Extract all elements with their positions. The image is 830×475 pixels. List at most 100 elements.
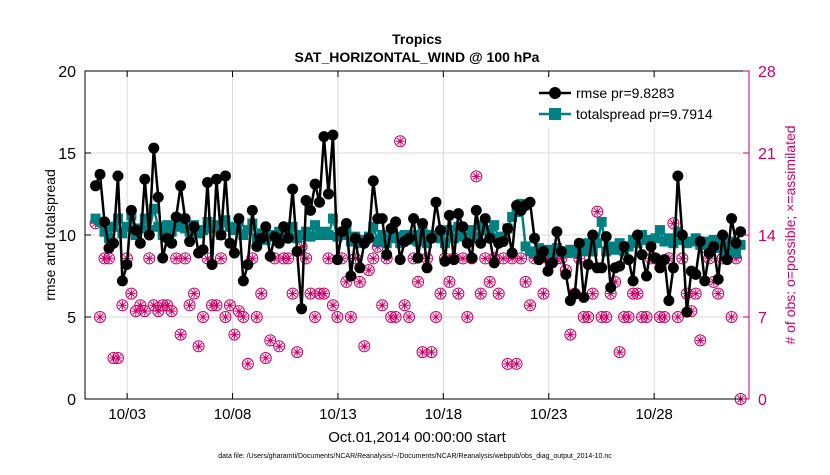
totalspread-point (592, 238, 603, 249)
obs-possible-marker (125, 287, 138, 300)
obs-possible-marker (425, 346, 438, 359)
obs-assimilated-marker (610, 277, 620, 287)
rmse-point (430, 196, 442, 208)
obs-possible-marker (398, 299, 411, 312)
totalspread-point (466, 225, 477, 236)
rmse-point (470, 204, 482, 216)
obs-assimilated-marker (274, 341, 284, 351)
rmse-point (175, 180, 187, 192)
totalspread-point (587, 246, 598, 257)
rmse-point (210, 173, 222, 185)
rmse-point (90, 180, 102, 192)
obs-possible-marker (358, 340, 371, 353)
obs-possible-marker (219, 311, 232, 323)
rmse-point (179, 213, 191, 225)
rmse-point (461, 237, 473, 249)
rmse-point (524, 196, 536, 208)
obs-possible-marker (353, 275, 366, 288)
rmse-point (614, 260, 626, 272)
rmse-point (367, 175, 379, 187)
rmse-point (618, 240, 630, 252)
obs-assimilated-marker (404, 312, 414, 322)
obs-assimilated-marker (95, 312, 105, 322)
totalspread-point (148, 203, 159, 214)
obs-assimilated-marker (306, 289, 316, 299)
obs-possible-marker (622, 311, 635, 323)
obs-assimilated-marker (498, 253, 508, 263)
rmse-point (573, 237, 585, 249)
obs-assimilated-marker (247, 253, 257, 263)
obs-assimilated-marker (176, 330, 186, 340)
obs-assimilated-marker (229, 330, 239, 340)
obs-assimilated-marker (521, 277, 531, 287)
obs-assimilated-marker (135, 300, 145, 310)
obs-assimilated-marker (355, 277, 365, 287)
obs-assimilated-marker (673, 312, 683, 322)
totalspread-point (610, 244, 621, 255)
obs-assimilated-marker (601, 312, 611, 322)
rmse-point (224, 237, 236, 249)
rmse-point (596, 262, 608, 274)
rmse-point (112, 170, 124, 182)
rmse-point (282, 232, 294, 244)
rmse-point (546, 257, 558, 269)
rmse-point (560, 268, 572, 280)
legend: rmse pr=9.8283 totalspread pr=9.7914 (529, 78, 743, 128)
totalspread-point (327, 213, 338, 224)
obs-assimilated-marker (677, 253, 687, 263)
y-tick-label-left: 15 (58, 146, 76, 163)
totalspread-point (672, 226, 683, 237)
rmse-series (90, 129, 747, 318)
rmse-point (417, 218, 429, 230)
obs-possible-marker (537, 287, 550, 300)
obs-possible-marker (470, 170, 483, 183)
obs-possible-marker (331, 311, 344, 323)
rmse-point (116, 275, 128, 287)
obs-assimilated-marker (453, 289, 463, 299)
totalspread-point (157, 230, 168, 240)
totalspread-point (408, 230, 419, 240)
obs-assimilated-marker (668, 218, 678, 228)
obs-assimilated-marker (117, 300, 127, 310)
obs-possible-marker (515, 252, 528, 265)
obs-possible-marker (712, 287, 725, 300)
legend-spread-label: totalspread pr=9.7914 (576, 106, 713, 122)
rmse-point (340, 218, 352, 230)
obs-possible-marker (344, 311, 357, 323)
x-tick-label: 10/08 (214, 406, 252, 423)
obs-assimilated-marker (462, 312, 472, 322)
obs-possible-marker (291, 346, 304, 359)
obs-assimilated-marker (126, 289, 136, 299)
obs-possible-marker (188, 287, 201, 300)
obs-assimilated-marker (592, 207, 602, 217)
rmse-point (166, 237, 178, 249)
y-tick-label-left: 20 (58, 64, 76, 81)
rmse-point (439, 255, 451, 267)
rmse-point (587, 229, 599, 241)
obs-possible-marker (326, 299, 339, 312)
obs-possible-marker (412, 275, 425, 288)
obs-assimilated-marker (485, 277, 495, 287)
obs-assimilated-marker (373, 242, 383, 252)
obs-possible-marker (389, 311, 402, 323)
rmse-point (278, 221, 290, 233)
rmse-point (627, 275, 639, 287)
rmse-point (578, 291, 590, 303)
rmse-point (202, 177, 214, 189)
rmse-point (488, 257, 500, 269)
obs-assimilated-marker (624, 312, 634, 322)
rmse-point (475, 237, 487, 249)
obs-assimilated-marker (476, 289, 486, 299)
data-file-footer: data file: /Users/gharamti/Documents/NCA… (218, 453, 612, 460)
rmse-point (605, 281, 617, 293)
rmse-point (533, 254, 545, 266)
rmse-point (506, 247, 518, 259)
obs-possible-marker (452, 287, 465, 300)
rmse-point (645, 240, 657, 252)
rmse-point (246, 204, 258, 216)
rmse-point (699, 275, 711, 287)
rmse-point (363, 232, 375, 244)
rmse-point (381, 249, 393, 261)
obs-possible-marker (483, 275, 496, 288)
